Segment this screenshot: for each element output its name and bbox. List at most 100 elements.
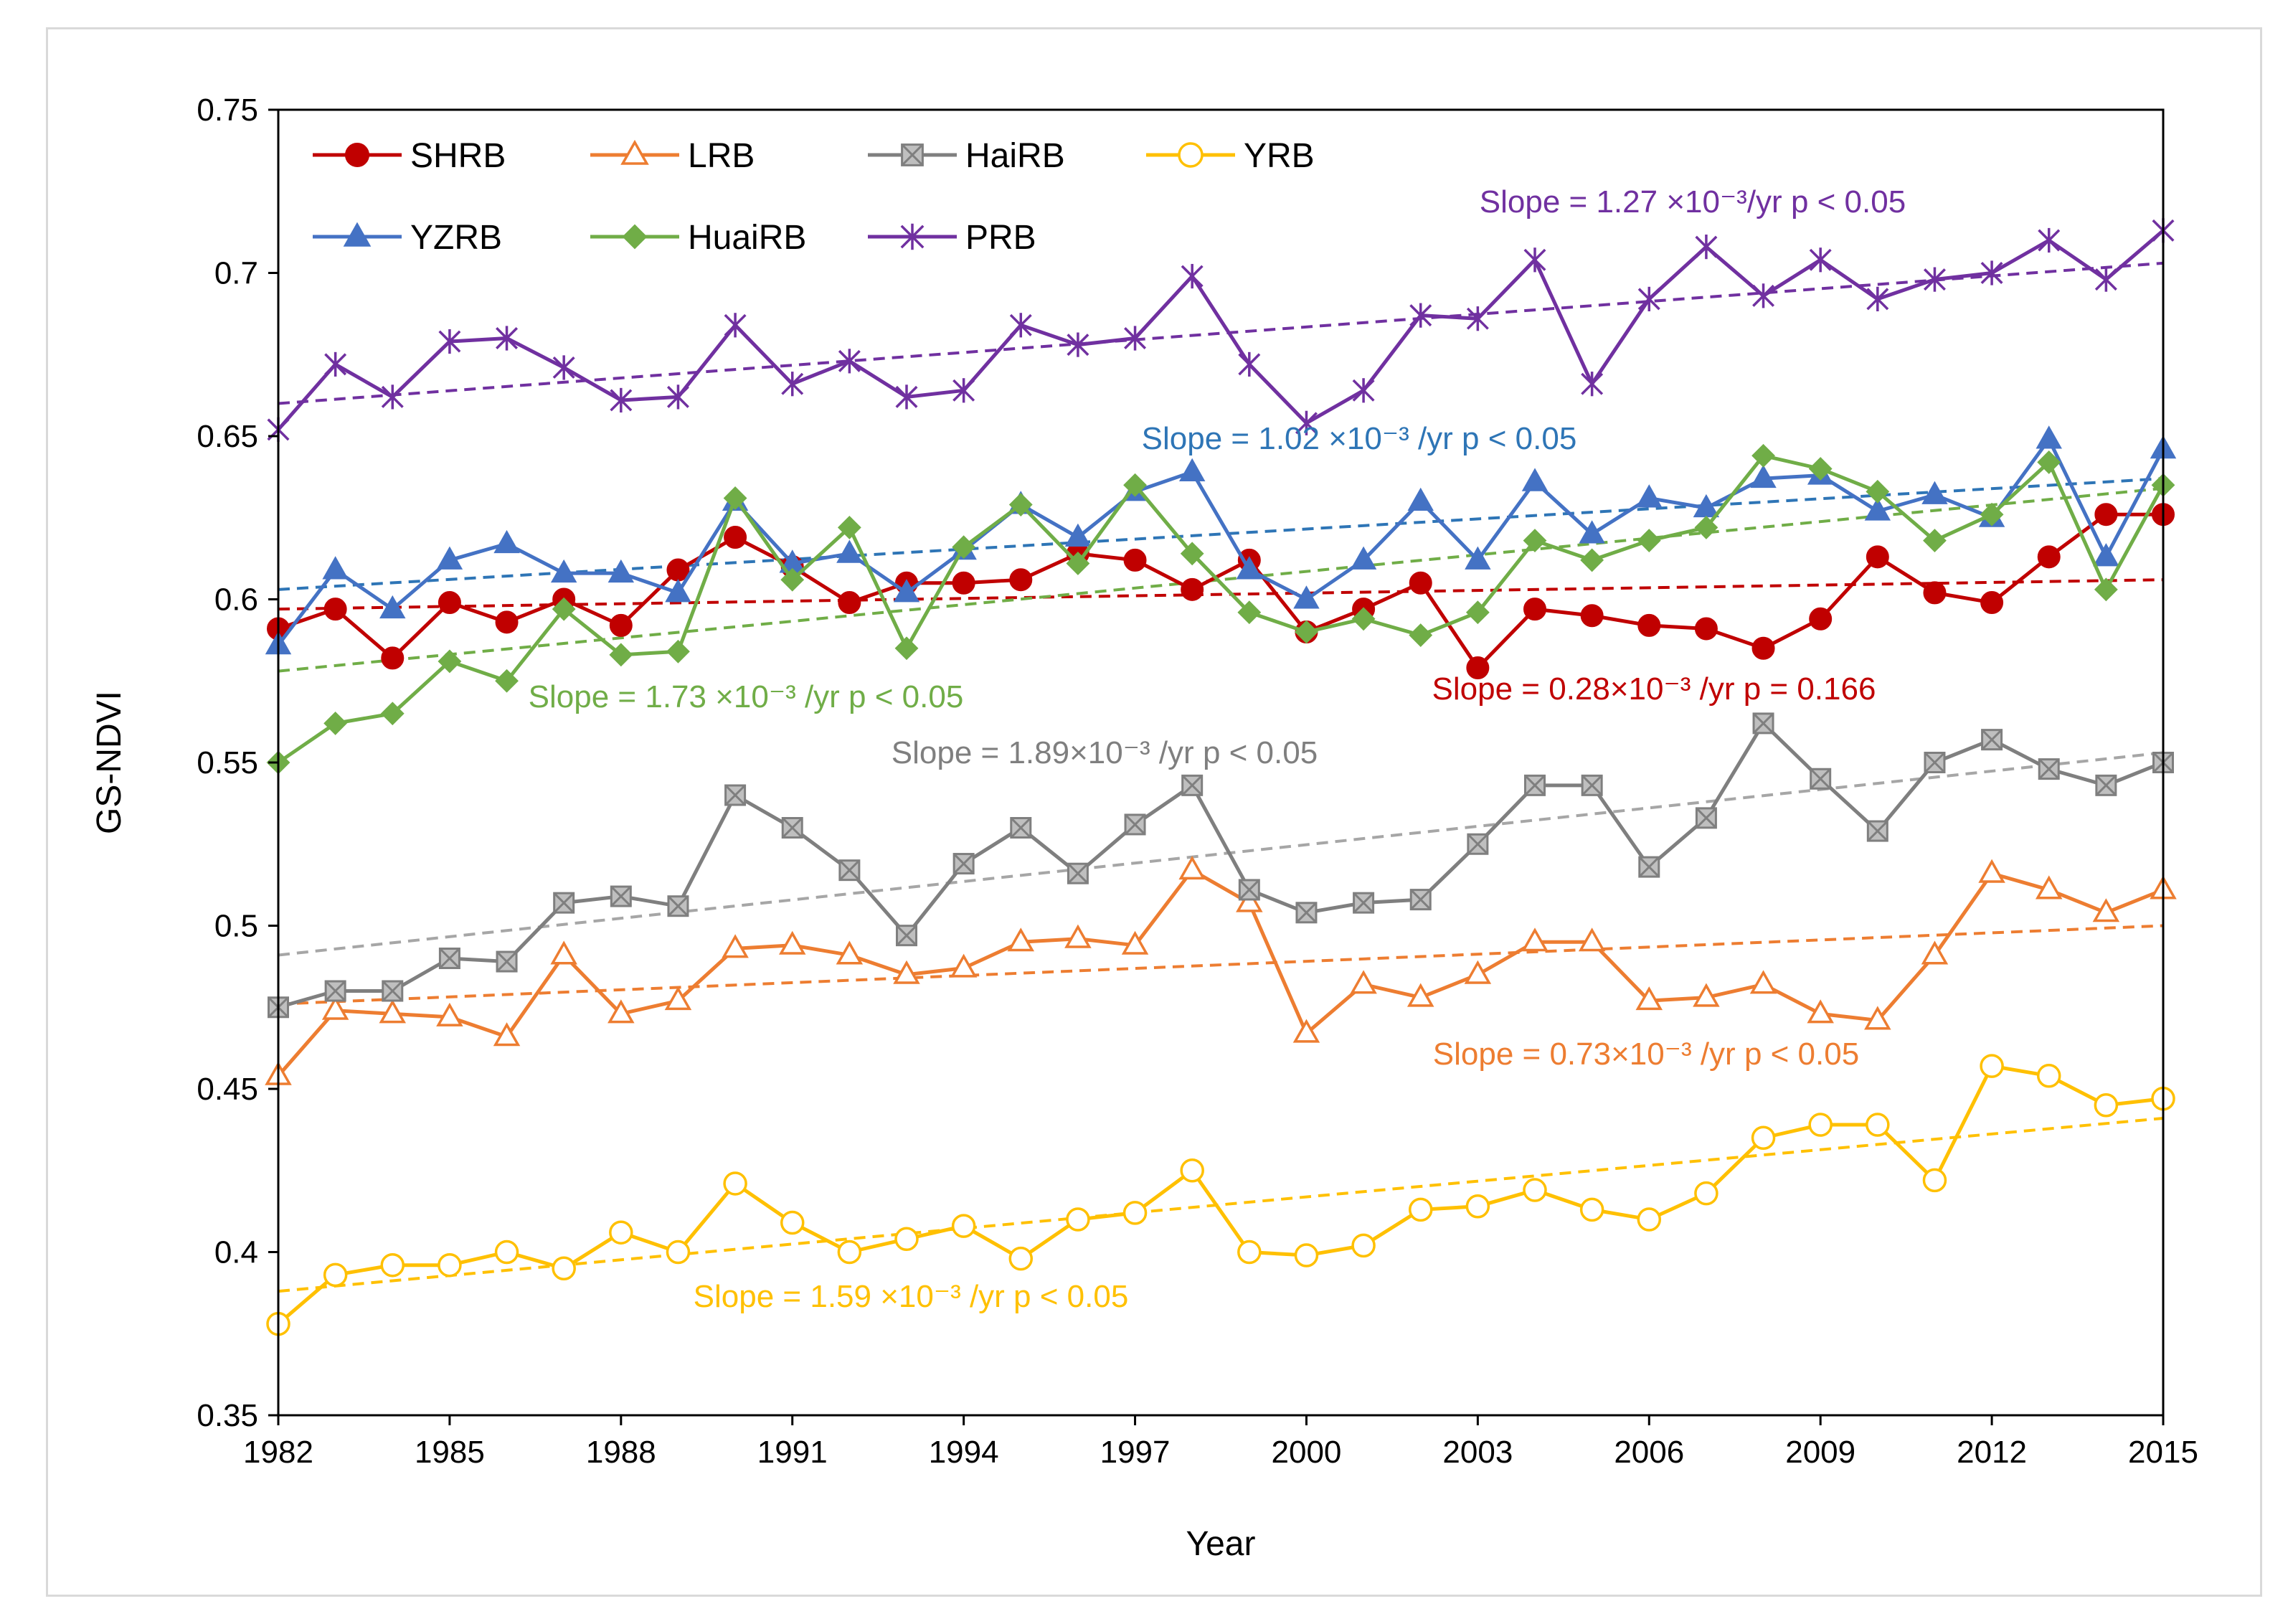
data-point-lrb-2012 (1978, 859, 2005, 883)
data-point-lrb-2009 (1807, 999, 1834, 1024)
data-point-prb-1988 (610, 387, 633, 413)
data-point-lrb-1988 (607, 999, 635, 1024)
data-point-shrb-1998 (1181, 577, 1204, 601)
data-point-hairb-1997 (1124, 813, 1146, 836)
data-point-shrb-1994 (952, 571, 975, 595)
data-point-prb-1991 (781, 372, 804, 397)
data-point-lrb-1992 (836, 940, 864, 965)
data-point-huairb-2006 (1637, 529, 1661, 553)
data-point-yzrb-2001 (1350, 546, 1377, 570)
x-tick-label: 1982 (243, 1435, 313, 1470)
data-point-hairb-1990 (724, 784, 747, 806)
data-point-lrb-2004 (1521, 927, 1549, 952)
data-point-lrb-1990 (722, 934, 749, 958)
data-point-prb-1983 (324, 351, 347, 377)
series-line-prb (277, 229, 2165, 431)
data-point-huairb-1999 (1237, 600, 1262, 625)
data-point-huairb-2005 (1580, 548, 1604, 572)
slope-annotation-yzrb: Slope = 1.02 ×10⁻³ /yr p < 0.05 (1142, 421, 1577, 456)
series-line-shrb (278, 512, 2163, 670)
data-point-yrb-1995 (1008, 1246, 1034, 1271)
slope-annotation-hairb: Slope = 1.89×10⁻³ /yr p < 0.05 (892, 735, 1318, 770)
y-tick-label: 0.45 (197, 1072, 258, 1107)
data-point-huairb-1994 (952, 535, 976, 560)
data-point-yrb-1984 (380, 1252, 405, 1278)
data-point-prb-2002 (1409, 303, 1432, 328)
data-point-huairb-1989 (666, 639, 690, 664)
data-point-hairb-2005 (1581, 774, 1603, 796)
data-point-hairb-2014 (2095, 774, 2117, 796)
legend-marker (900, 223, 925, 250)
data-point-lrb-2005 (1578, 927, 1606, 952)
data-point-hairb-2004 (1524, 774, 1546, 796)
data-point-yrb-2014 (2094, 1093, 2119, 1118)
x-tick-label: 1985 (415, 1435, 485, 1470)
data-point-prb-1990 (724, 313, 747, 338)
data-point-prb-1989 (666, 384, 689, 410)
slope-annotation-huairb: Slope = 1.73 ×10⁻³ /yr p < 0.05 (529, 679, 964, 714)
data-point-yrb-2002 (1408, 1197, 1433, 1222)
data-point-yrb-1993 (894, 1227, 919, 1252)
data-point-hairb-2010 (1866, 820, 1888, 842)
data-point-lrb-2006 (1635, 986, 1663, 1011)
x-tick-label: 2015 (2128, 1435, 2198, 1470)
data-point-prb-1987 (552, 355, 575, 380)
data-point-hairb-2008 (1752, 712, 1774, 735)
data-point-prb-1993 (895, 384, 918, 410)
data-point-lrb-1991 (778, 930, 806, 955)
data-point-prb-2006 (1637, 286, 1660, 311)
data-point-prb-1995 (1009, 313, 1032, 338)
data-point-yzrb-1992 (836, 539, 863, 563)
data-point-lrb-1996 (1064, 924, 1092, 948)
data-point-lrb-1984 (379, 999, 407, 1024)
data-point-prb-2011 (1923, 267, 1946, 292)
data-point-huairb-2013 (2037, 450, 2061, 474)
legend-label: SHRB (410, 137, 506, 175)
legend-marker (345, 143, 369, 167)
data-point-lrb-1997 (1121, 930, 1149, 955)
x-tick-label: 1988 (586, 1435, 656, 1470)
y-tick-label: 0.7 (214, 256, 258, 291)
legend-label: YZRB (410, 219, 502, 257)
slope-annotation-yrb: Slope = 1.59 ×10⁻³ /yr p < 0.05 (694, 1279, 1129, 1314)
data-point-lrb-1995 (1007, 927, 1035, 952)
data-point-hairb-1996 (1067, 862, 1089, 884)
data-point-shrb-1983 (323, 598, 347, 621)
data-point-yzrb-2002 (1407, 487, 1434, 511)
data-point-yzrb-1984 (379, 595, 406, 619)
series-line-hairb (278, 721, 2164, 1009)
data-point-shrb-2012 (1980, 591, 2004, 615)
data-point-hairb-1991 (781, 817, 803, 839)
data-point-huairb-1987 (552, 597, 576, 621)
data-point-shrb-2013 (2037, 545, 2061, 569)
data-point-yrb-1985 (438, 1252, 462, 1278)
data-point-huairb-1991 (780, 567, 805, 592)
data-point-hairb-2011 (1924, 752, 1946, 773)
data-point-yzrb-1998 (1178, 458, 1206, 482)
data-point-prb-2007 (1695, 235, 1718, 260)
data-point-yrb-2007 (1694, 1181, 1718, 1206)
data-point-shrb-2011 (1923, 581, 1947, 605)
series-line-yzrb (277, 438, 2165, 646)
legend-entry-prb: PRB (868, 219, 1036, 257)
data-point-shrb-2006 (1637, 613, 1661, 637)
x-tick-label: 1997 (1100, 1435, 1171, 1470)
data-point-prb-2000 (1295, 410, 1318, 435)
trend-line-shrb (278, 578, 2164, 611)
data-point-yzrb-2006 (1636, 484, 1663, 508)
data-point-hairb-2009 (1810, 768, 1832, 790)
data-point-yzrb-2004 (1521, 468, 1549, 491)
data-point-lrb-1993 (893, 960, 920, 984)
data-point-yzrb-1988 (607, 559, 635, 583)
data-point-yrb-2011 (1922, 1168, 1947, 1193)
x-tick-label: 2000 (1272, 1435, 1342, 1470)
legend-label: LRB (688, 137, 755, 175)
data-point-yrb-1998 (1180, 1158, 1204, 1183)
trend-line-hairb (278, 751, 2164, 957)
data-point-huairb-1993 (894, 636, 919, 661)
y-tick-label: 0.35 (197, 1398, 258, 1433)
x-tick-label: 2012 (1957, 1435, 2027, 1470)
data-point-prb-1999 (1238, 351, 1261, 377)
data-point-yrb-1997 (1122, 1201, 1148, 1225)
x-axis-title: Year (1186, 1525, 1256, 1563)
